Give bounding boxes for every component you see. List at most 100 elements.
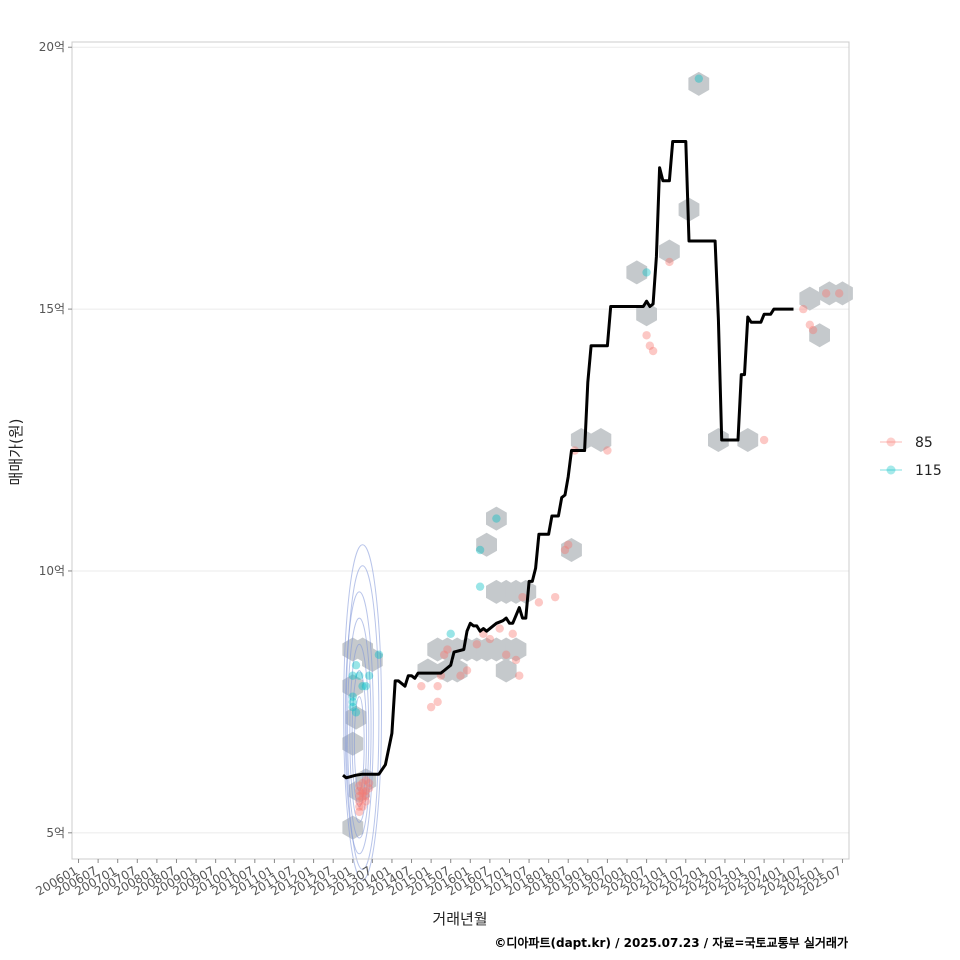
data-point-85	[642, 331, 651, 340]
legend-115-swatch	[886, 465, 896, 475]
data-point-85	[462, 666, 472, 675]
density-contour	[345, 565, 380, 870]
data-point-85	[355, 797, 364, 806]
y-tick-label: 5억	[46, 826, 65, 840]
data-point-115	[374, 650, 384, 659]
data-point-85	[358, 786, 367, 796]
data-point-85	[417, 681, 426, 691]
data-point-85	[515, 671, 524, 680]
data-point-85	[648, 346, 658, 356]
legend-item-85[interactable]: 85	[880, 435, 933, 451]
hexbin-cell	[708, 428, 729, 452]
y-axis-ticks: 5억 10억 15억 20억	[39, 40, 72, 840]
data-point-85	[485, 634, 495, 644]
data-point-85	[355, 807, 364, 817]
data-point-115	[358, 681, 367, 691]
data-point-85	[534, 598, 544, 607]
data-point-115	[446, 629, 455, 639]
hexbin-cell	[417, 658, 439, 683]
median-line-layer	[342, 140, 794, 780]
data-point-85	[508, 629, 517, 639]
legend-item-115[interactable]: 115	[880, 463, 942, 479]
legend-85-swatch	[886, 437, 896, 447]
density-contours	[343, 544, 382, 881]
hexbin-cell	[476, 532, 497, 557]
data-point-85	[502, 650, 511, 659]
data-point-85	[361, 791, 371, 801]
data-point-85	[358, 789, 367, 798]
source-caption: ©디아파트(dapt.kr) / 2025.07.23 / 자료=국토교통부 실…	[494, 935, 848, 950]
data-point-115	[694, 74, 704, 83]
data-point-115	[475, 582, 485, 591]
data-point-115	[642, 268, 651, 277]
density-contour	[353, 696, 365, 792]
y-tick-label: 20억	[39, 40, 65, 54]
data-point-85	[439, 650, 449, 659]
hexbin-cell	[809, 323, 830, 348]
hexbin-cell	[495, 658, 517, 683]
hexbin-cell	[590, 428, 612, 452]
hexbin-cell	[832, 281, 853, 306]
data-point-115	[351, 708, 361, 717]
hexbin-cell	[486, 506, 507, 531]
hexbin-cell	[636, 302, 657, 327]
y-axis-title: 매매가(원)	[7, 419, 25, 486]
data-point-85	[472, 640, 482, 649]
data-point-115	[348, 702, 357, 712]
density-contour	[351, 669, 367, 808]
density-contour	[347, 617, 372, 839]
density-contour	[344, 591, 374, 855]
data-point-85	[358, 794, 367, 803]
data-point-115	[348, 671, 357, 680]
density-contour	[343, 544, 382, 881]
hexbin-cell	[737, 428, 759, 452]
data-point-85	[603, 446, 612, 455]
legend-label-85: 85	[915, 435, 933, 451]
hexbin-cell	[345, 705, 367, 730]
data-point-85	[821, 289, 831, 298]
data-point-85	[808, 325, 818, 335]
hexbin-cell	[515, 579, 537, 604]
data-point-85	[456, 671, 465, 680]
data-point-85	[355, 786, 364, 796]
data-point-85	[550, 592, 560, 602]
data-point-85	[560, 545, 570, 555]
data-point-85	[433, 697, 442, 707]
data-point-115	[348, 697, 357, 707]
data-point-85	[361, 797, 371, 806]
data-point-85	[805, 320, 815, 330]
data-point-85	[511, 655, 521, 665]
data-point-115	[492, 514, 501, 523]
hexbin-cell	[799, 286, 821, 311]
legend-label-115: 115	[915, 463, 942, 479]
hexbin-cell	[561, 538, 582, 562]
hexbin-cell	[626, 260, 648, 285]
data-point-85	[364, 784, 374, 793]
hexbin-cell	[342, 674, 364, 699]
data-point-85	[443, 645, 452, 654]
data-point-85	[495, 624, 504, 633]
y-tick-label: 15억	[39, 302, 65, 316]
data-point-85	[355, 781, 364, 790]
data-point-85	[361, 786, 371, 796]
data-point-85	[426, 702, 436, 712]
density-contour	[349, 643, 370, 823]
data-point-85	[358, 778, 367, 788]
data-point-85	[835, 289, 844, 298]
plot-panel-border	[71, 41, 850, 860]
data-point-85	[564, 540, 573, 549]
gridlines	[72, 46, 849, 834]
legend: 85 115	[880, 435, 942, 479]
data-point-115	[364, 671, 374, 680]
data-point-85	[358, 802, 367, 811]
data-point-85	[645, 341, 655, 350]
data-point-85	[361, 776, 371, 785]
data-point-85	[665, 257, 674, 267]
data-point-115	[475, 545, 485, 555]
data-point-85	[433, 681, 442, 691]
median-price-line	[342, 140, 794, 780]
data-point-115	[361, 681, 371, 691]
data-point-85	[355, 802, 364, 811]
